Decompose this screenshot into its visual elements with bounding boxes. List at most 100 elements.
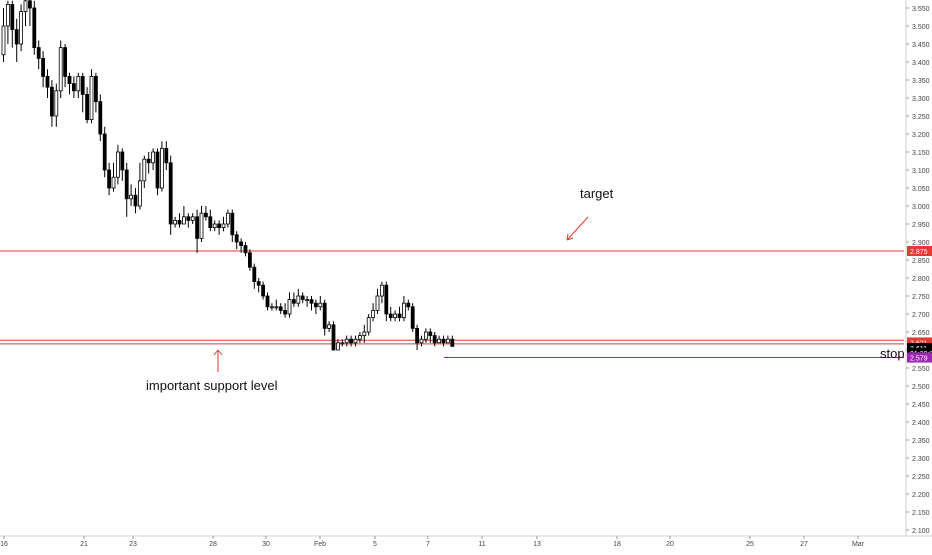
price-tick-label: 2.200 xyxy=(912,492,930,499)
candle-down xyxy=(230,212,235,236)
candle-down xyxy=(146,158,151,164)
candle-up xyxy=(437,338,442,344)
candle-down xyxy=(283,309,288,315)
candle-up xyxy=(269,306,274,309)
candle-down xyxy=(186,216,191,221)
price-tick-label: 2.450 xyxy=(912,402,930,409)
price-tick-label: 3.150 xyxy=(912,150,930,157)
price-tick-label: 3.050 xyxy=(912,186,930,193)
price-tick-label: 2.700 xyxy=(912,312,930,319)
candle-down xyxy=(313,302,318,308)
candle-up xyxy=(274,306,279,309)
annotations: target important support level stop xyxy=(146,186,905,393)
candle-up xyxy=(190,216,195,221)
candle-down xyxy=(428,331,433,336)
candle-up xyxy=(151,151,156,164)
candle-up xyxy=(212,223,217,228)
price-tick-label: 3.450 xyxy=(912,42,930,49)
candle-down xyxy=(384,284,389,315)
candle-down xyxy=(322,302,327,329)
price-tick-label: 2.750 xyxy=(912,294,930,301)
candle-up xyxy=(199,212,204,239)
candle-down xyxy=(331,324,336,351)
candle-down xyxy=(397,313,402,318)
candle-down xyxy=(388,313,393,318)
price-tick-label: 2.650 xyxy=(912,330,930,337)
candle-down xyxy=(278,306,283,311)
target-annotation: target xyxy=(580,186,614,201)
candle-up xyxy=(111,176,116,189)
time-tick-label: 25 xyxy=(746,541,754,548)
price-tick-label: 2.300 xyxy=(912,456,930,463)
candle-down xyxy=(107,169,111,189)
time-tick-label: 11 xyxy=(478,541,485,548)
stop-annotation: stop xyxy=(880,346,905,361)
candle-up xyxy=(58,47,63,92)
time-tick-label: 21 xyxy=(80,541,88,548)
candle-down xyxy=(410,306,415,329)
time-axis[interactable]: 16 21 23 28 30 Feb 5 7 11 13 18 20 25 27 Mar xyxy=(0,535,932,548)
candle-down xyxy=(432,335,437,344)
candle-up xyxy=(393,313,398,318)
price-tick-label: 2.950 xyxy=(912,222,930,229)
candle-down xyxy=(239,241,244,246)
candle-down xyxy=(450,338,455,347)
candle-down xyxy=(94,76,98,103)
candle-down xyxy=(72,83,76,92)
price-tick-label: 3.250 xyxy=(912,114,930,121)
price-tick-label: 3.200 xyxy=(912,132,930,139)
candle-up xyxy=(116,151,120,178)
time-tick-label: 23 xyxy=(129,541,137,548)
candle-up xyxy=(6,4,10,27)
candle-down xyxy=(155,151,160,189)
candle-down xyxy=(177,219,182,225)
price-tick-label: 2.900 xyxy=(912,240,930,247)
stop-price-badge-bg xyxy=(907,352,932,363)
candle-down xyxy=(415,327,420,344)
candle-down xyxy=(291,299,296,304)
candle-down xyxy=(102,133,107,171)
candle-down xyxy=(441,338,446,344)
price-tick-label: 3.550 xyxy=(912,6,930,13)
candle-up xyxy=(305,299,310,302)
candle-down xyxy=(67,76,72,85)
candle-down xyxy=(203,212,208,218)
candle-up xyxy=(159,147,164,189)
stop-price-badge: 2.579 xyxy=(910,356,928,363)
candle-up xyxy=(371,309,376,318)
candle-up xyxy=(362,331,367,336)
candle-up xyxy=(296,295,301,304)
time-tick-label: 13 xyxy=(533,541,541,548)
candle-up xyxy=(340,342,345,345)
time-tick-label: 28 xyxy=(209,541,217,548)
candle-up xyxy=(54,90,59,117)
candle-down xyxy=(208,216,213,229)
candle-down xyxy=(41,58,45,77)
candle-down xyxy=(247,252,252,268)
price-tick-label: 3.000 xyxy=(912,204,930,211)
price-tick-label: 3.400 xyxy=(912,60,930,67)
candle-up xyxy=(318,302,323,308)
candle-down xyxy=(120,151,125,171)
candle-down xyxy=(256,281,261,286)
target-price-badge-bg xyxy=(907,246,932,256)
price-axis[interactable]: 3.550 3.500 3.450 3.400 3.350 3.300 3.250 3.200… xyxy=(905,0,932,536)
candle-down xyxy=(85,94,89,121)
price-tick-label: 3.300 xyxy=(912,96,930,103)
time-tick-label: 30 xyxy=(262,541,270,548)
candle-up xyxy=(76,76,81,92)
candle-down xyxy=(36,47,41,59)
target-price-badge: 2.875 xyxy=(910,249,928,256)
candle-down xyxy=(406,302,411,308)
candle-down xyxy=(27,0,32,9)
candle-up xyxy=(445,338,450,344)
price-tick-label: 3.500 xyxy=(912,24,930,31)
candle-up xyxy=(379,284,384,297)
price-tick-label: 2.400 xyxy=(912,420,930,427)
candle-up xyxy=(353,338,358,344)
candle-up xyxy=(357,335,362,340)
candle-down xyxy=(243,245,248,254)
candle-down xyxy=(300,295,305,300)
